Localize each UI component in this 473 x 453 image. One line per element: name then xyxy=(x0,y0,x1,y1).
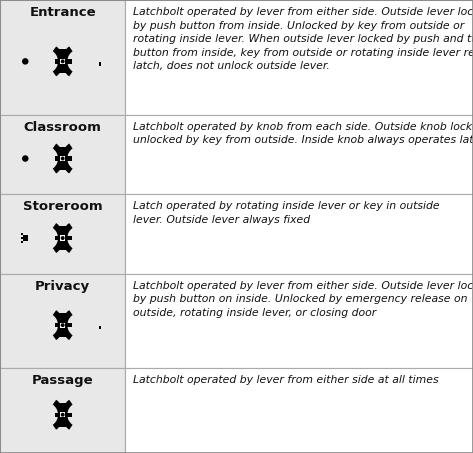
Bar xyxy=(54,323,61,327)
Bar xyxy=(99,326,101,329)
Wedge shape xyxy=(53,46,64,77)
Bar xyxy=(125,115,473,194)
Bar xyxy=(21,237,23,239)
Bar xyxy=(0,194,125,274)
Wedge shape xyxy=(61,223,72,253)
Circle shape xyxy=(61,414,64,416)
Bar xyxy=(0,368,125,453)
Bar xyxy=(60,412,65,417)
Circle shape xyxy=(61,324,64,327)
Circle shape xyxy=(61,157,64,160)
Bar xyxy=(0,0,125,115)
Circle shape xyxy=(23,59,28,64)
Bar xyxy=(65,59,71,63)
Bar xyxy=(65,413,71,417)
Bar xyxy=(60,323,65,328)
Bar xyxy=(59,313,67,337)
Bar xyxy=(21,233,23,235)
Bar xyxy=(59,226,67,250)
Text: Storeroom: Storeroom xyxy=(23,200,103,213)
Wedge shape xyxy=(61,144,72,173)
Text: Latchbolt operated by lever from either side. Outside lever locked
by push butto: Latchbolt operated by lever from either … xyxy=(133,281,473,318)
Wedge shape xyxy=(61,310,72,340)
Text: Latch operated by rotating inside lever or key in outside
lever. Outside lever a: Latch operated by rotating inside lever … xyxy=(133,201,440,225)
Circle shape xyxy=(61,237,64,239)
Bar xyxy=(59,403,67,427)
Bar xyxy=(99,62,101,66)
Bar xyxy=(65,323,71,327)
Bar xyxy=(54,156,61,161)
Bar xyxy=(54,413,61,417)
Text: Entrance: Entrance xyxy=(29,6,96,19)
Bar xyxy=(125,368,473,453)
Wedge shape xyxy=(53,144,64,173)
Circle shape xyxy=(61,60,64,63)
Text: Latchbolt operated by lever from either side. Outside lever locked
by push butto: Latchbolt operated by lever from either … xyxy=(133,7,473,72)
Bar xyxy=(65,236,71,240)
Wedge shape xyxy=(61,400,72,430)
Wedge shape xyxy=(53,223,64,253)
Wedge shape xyxy=(61,46,72,77)
Bar xyxy=(23,235,28,241)
Bar xyxy=(0,115,125,194)
Text: Latchbolt operated by lever from either side at all times: Latchbolt operated by lever from either … xyxy=(133,376,439,386)
Bar xyxy=(0,274,125,368)
Bar xyxy=(125,0,473,115)
Text: Latchbolt operated by knob from each side. Outside knob locked or
unlocked by ke: Latchbolt operated by knob from each sid… xyxy=(133,122,473,145)
Wedge shape xyxy=(53,310,64,340)
Bar xyxy=(54,236,61,240)
Text: Passage: Passage xyxy=(32,375,94,387)
Text: Classroom: Classroom xyxy=(24,121,102,134)
Bar xyxy=(21,241,23,243)
Bar xyxy=(65,156,71,161)
Bar xyxy=(59,147,67,170)
Bar xyxy=(60,59,65,64)
Bar xyxy=(125,274,473,368)
Circle shape xyxy=(23,156,28,161)
Bar xyxy=(125,194,473,274)
Text: Privacy: Privacy xyxy=(35,280,90,293)
Bar xyxy=(60,156,65,161)
Bar xyxy=(60,236,65,241)
Bar xyxy=(59,49,67,73)
Bar xyxy=(54,59,61,63)
Wedge shape xyxy=(53,400,64,430)
